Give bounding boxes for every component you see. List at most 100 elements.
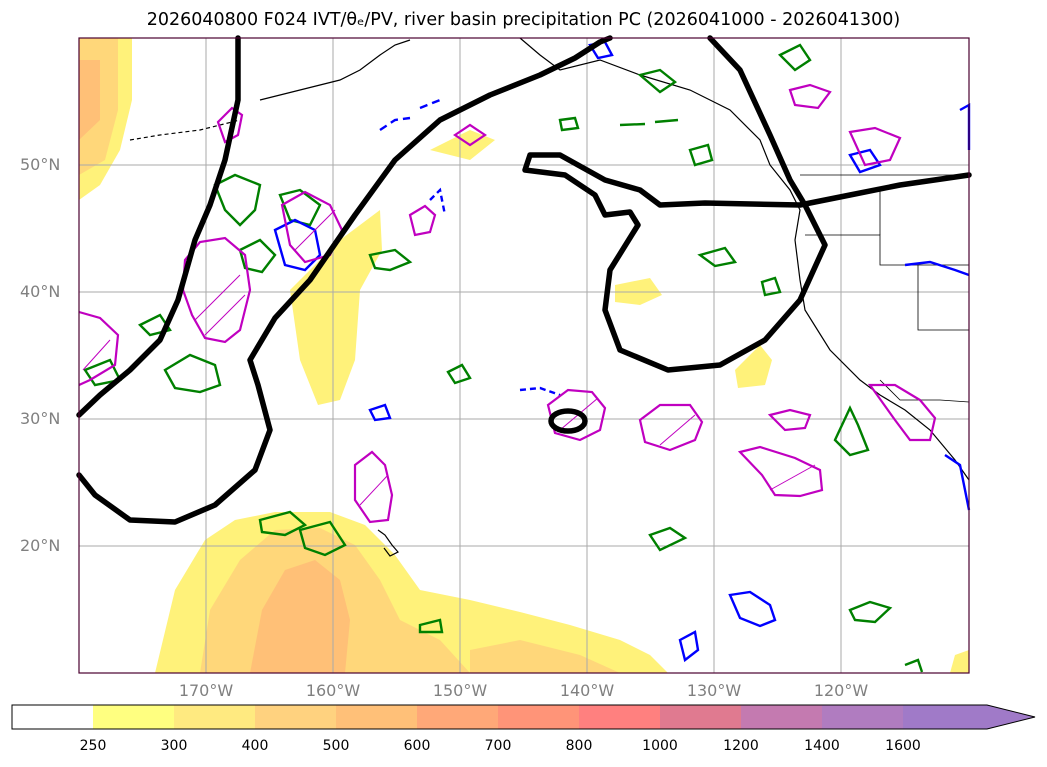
magenta-contour-6 — [638, 403, 704, 452]
pv-contour-20 — [619, 118, 679, 127]
magenta-contour-4 — [353, 450, 394, 524]
pv-contour-14 — [760, 276, 782, 297]
colorbar-swatch — [417, 705, 498, 729]
pv-contour-15 — [648, 526, 688, 552]
magenta-contour-11 — [453, 123, 487, 147]
colorbar-swatch — [336, 705, 417, 729]
theta-e-contours — [76, 35, 972, 525]
colorbar-label: 1200 — [723, 738, 759, 754]
ivt-fill-northwest-max — [79, 60, 100, 140]
pv-contour-13 — [697, 246, 738, 268]
pv-contour-3 — [238, 238, 277, 274]
colorbar-swatch — [498, 705, 579, 729]
colorbar-label: 700 — [484, 738, 512, 754]
precip-magenta-contours — [78, 83, 937, 524]
colorbar-extend-arrow — [903, 705, 1035, 729]
blue-contour-4 — [848, 148, 882, 174]
ivt-fill-central-band — [290, 210, 382, 405]
border-states-1 — [805, 234, 969, 266]
colorbar-outline — [11, 704, 1036, 730]
magenta-contour-8 — [767, 408, 812, 432]
ivt-fill-layer — [79, 38, 969, 673]
colorbar-swatch — [579, 705, 660, 729]
hatch-line — [294, 209, 336, 251]
lon-label-140w: 140°W — [559, 681, 615, 700]
pv-contour-17 — [833, 405, 870, 457]
colorbar-swatch — [822, 705, 903, 729]
colorbar-label: 250 — [79, 738, 107, 754]
pv-contour-12 — [688, 143, 714, 167]
magenta-contour-13 — [788, 83, 832, 110]
blue-contour-dashed-1 — [379, 98, 441, 131]
ivt-fill-southwest-max — [250, 560, 350, 673]
map-frame — [78, 37, 970, 674]
pv-contour-4 — [163, 353, 222, 394]
ivt-fill-east-patch-2 — [735, 345, 772, 388]
magenta-contour-10 — [408, 204, 437, 237]
pv-contour-18 — [777, 43, 812, 72]
pv-contour-21 — [418, 618, 444, 634]
blue-contour-5 — [904, 260, 970, 277]
pv-contour-9 — [368, 248, 413, 272]
ivt-fill-south-core — [470, 640, 620, 673]
graticule — [79, 38, 969, 673]
colorbar-swatch — [174, 705, 255, 729]
lat-label-20n: 20°N — [20, 536, 61, 555]
magenta-contour-9 — [867, 383, 937, 442]
magenta-contour-14 — [848, 126, 902, 167]
lon-label-170w: 170°W — [178, 681, 234, 700]
map-panel — [76, 35, 972, 674]
colorbar-swatch — [93, 705, 174, 729]
hatch-line — [659, 414, 696, 446]
colorbar-label: 1000 — [642, 738, 678, 754]
ivt-fill-north-patch — [430, 130, 495, 160]
coast-north-america — [519, 37, 970, 481]
theta-e-contour-west — [76, 35, 241, 418]
theta-e-contour-central — [76, 35, 613, 525]
blue-contour-3 — [678, 630, 700, 663]
pv-contour-11 — [637, 68, 678, 94]
pv-contour-16 — [848, 600, 893, 624]
lon-label-150w: 150°W — [432, 681, 488, 700]
pv-contour-5 — [137, 313, 172, 337]
colorbar-swatch — [12, 705, 93, 729]
lon-label-130w: 130°W — [686, 681, 742, 700]
colorbar-label: 1600 — [885, 738, 921, 754]
colorbar-swatch — [255, 705, 336, 729]
figure-title: 2026040800 F024 IVT/θₑ/PV, river basin p… — [146, 10, 901, 30]
lat-label-40n: 40°N — [20, 282, 61, 301]
pv-contour-19 — [558, 116, 580, 132]
magenta-contour-5 — [546, 388, 607, 442]
ivt-fill-southeast — [950, 650, 969, 673]
lat-label-30n: 30°N — [20, 409, 61, 428]
magenta-contour-7 — [737, 445, 824, 498]
lon-label-120w: 120°W — [813, 681, 869, 700]
magenta-contour-3 — [78, 310, 120, 387]
hatch-line — [359, 474, 389, 506]
colorbar — [11, 704, 1036, 730]
pv-contour-10 — [446, 363, 472, 385]
magenta-hatching — [82, 209, 816, 506]
blue-contour-1 — [273, 218, 322, 272]
lon-label-160w: 160°W — [305, 681, 361, 700]
colorbar-label: 1400 — [804, 738, 840, 754]
border-states-2 — [879, 190, 969, 331]
colorbar-label: 600 — [403, 738, 431, 754]
blue-contour-9 — [368, 403, 392, 422]
coastlines — [129, 37, 970, 557]
pv-contour-2 — [278, 188, 322, 227]
theta-e-contour-closed — [548, 408, 588, 434]
magenta-contour-12 — [216, 106, 244, 144]
theta-e-contour-east — [522, 35, 972, 373]
colorbar-swatch — [660, 705, 741, 729]
colorbar-label: 300 — [160, 738, 188, 754]
hatch-line — [204, 294, 246, 336]
lat-label-50n: 50°N — [20, 155, 61, 174]
pv-contour-1 — [213, 173, 262, 227]
blue-contour-dashed-2 — [429, 187, 447, 216]
hatch-line — [769, 464, 816, 491]
pv-contour-8 — [298, 520, 347, 557]
hatch-line — [194, 274, 241, 321]
pv-contour-22 — [904, 658, 924, 673]
